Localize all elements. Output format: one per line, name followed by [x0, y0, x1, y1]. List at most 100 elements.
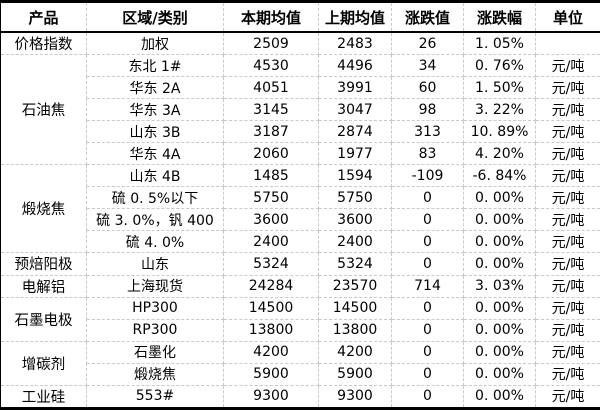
- unit-cell: 元/吨: [535, 252, 600, 276]
- header-region: 区域/类别: [86, 1, 224, 33]
- header-product: 产品: [0, 1, 87, 33]
- current-value-cell: 5900: [223, 362, 319, 386]
- change-value-cell: 60: [391, 76, 464, 100]
- header-change-value: 涨跌值: [391, 1, 464, 33]
- unit-cell: 元/吨: [535, 274, 600, 298]
- current-value-cell: 4530: [223, 54, 319, 78]
- header-current-avg: 本期均值: [223, 1, 319, 33]
- change-pct-cell: 0. 00%: [463, 362, 536, 386]
- change-value-cell: 83: [391, 142, 464, 166]
- unit-cell: 元/吨: [535, 362, 600, 386]
- current-value-cell: 5750: [223, 186, 319, 210]
- unit-cell: 元/吨: [535, 318, 600, 342]
- region-cell: 上海现货: [86, 274, 224, 298]
- region-cell: 石墨化: [86, 340, 224, 364]
- change-value-cell: 0: [391, 230, 464, 254]
- unit-cell: 元/吨: [535, 120, 600, 144]
- region-cell: 山东 3B: [86, 120, 224, 144]
- unit-cell: 元/吨: [535, 208, 600, 232]
- change-value-cell: 26: [391, 31, 464, 56]
- region-cell: 山东 4B: [86, 164, 224, 188]
- product-cell: 价格指数: [0, 31, 87, 56]
- table-row: 增碳剂 石墨化 4200 4200 0 0. 00% 元/吨: [0, 340, 600, 386]
- table-row: 预焙阳极 山东 5324 5324 0 0. 00% 元/吨: [0, 252, 600, 276]
- unit-cell: 元/吨: [535, 164, 600, 188]
- region-cell: 硫 0. 5%以下: [86, 186, 224, 210]
- unit-cell: [535, 31, 600, 56]
- change-pct-cell: 0. 00%: [463, 252, 536, 276]
- previous-value-cell: 3991: [318, 76, 392, 100]
- region-cell: 硫 3. 0%，钒 400: [86, 208, 224, 232]
- change-pct-cell: 4. 20%: [463, 142, 536, 166]
- table-row: 华东 2A 4051 3991 60 1. 50% 元/吨: [1, 76, 600, 100]
- header-change-pct: 涨跌幅: [463, 1, 536, 33]
- previous-value-cell: 1594: [318, 164, 392, 188]
- current-value-cell: 14500: [223, 296, 319, 320]
- current-value-cell: 2400: [223, 230, 319, 254]
- change-value-cell: 0: [391, 318, 464, 342]
- change-value-cell: 313: [391, 120, 464, 144]
- table-row: 石墨电极 HP300 14500 14500 0 0. 00% 元/吨: [0, 296, 600, 342]
- region-cell: 东北 1#: [86, 54, 224, 78]
- unit-cell: 元/吨: [535, 230, 600, 254]
- current-value-cell: 3145: [223, 98, 319, 122]
- previous-value-cell: 1977: [318, 142, 392, 166]
- change-value-cell: 0: [391, 384, 464, 410]
- unit-cell: 元/吨: [535, 54, 600, 78]
- table-row: 石油焦 东北 1# 4530 4496 34 0. 76% 元/吨: [0, 54, 600, 166]
- change-pct-cell: 10. 89%: [463, 120, 536, 144]
- product-cell: 电解铝: [0, 274, 87, 298]
- change-value-cell: 0: [391, 362, 464, 386]
- table-row: 硫 3. 0%，钒 400 3600 3600 0 0. 00% 元/吨: [1, 208, 600, 232]
- product-cell: 工业硅: [0, 384, 87, 410]
- current-value-cell: 4051: [223, 76, 319, 100]
- region-cell: 华东 4A: [86, 142, 224, 166]
- change-pct-cell: -6. 84%: [463, 164, 536, 188]
- region-cell: 华东 3A: [86, 98, 224, 122]
- header-row: 产品 区域/类别 本期均值 上期均值 涨跌值 涨跌幅 单位: [0, 1, 600, 33]
- header-previous-avg: 上期均值: [318, 1, 392, 33]
- table-row: 电解铝 上海现货 24284 23570 714 3. 03% 元/吨: [0, 274, 600, 298]
- current-value-cell: 2509: [223, 31, 319, 56]
- unit-cell: 元/吨: [535, 384, 600, 410]
- product-cell: 石油焦: [0, 54, 87, 166]
- product-cell: 增碳剂: [0, 340, 87, 386]
- change-pct-cell: 0. 00%: [463, 384, 536, 410]
- current-value-cell: 2060: [223, 142, 319, 166]
- unit-cell: 元/吨: [535, 142, 600, 166]
- table-row: 硫 4. 0% 2400 2400 0 0. 00% 元/吨: [1, 230, 600, 254]
- table-row: 硫 0. 5%以下 5750 5750 0 0. 00% 元/吨: [1, 186, 600, 210]
- previous-value-cell: 3600: [318, 208, 392, 232]
- previous-value-cell: 4496: [318, 54, 392, 78]
- table-row: 煅烧焦 山东 4B 1485 1594 -109 -6. 84% 元/吨: [0, 164, 600, 254]
- table-row: 山东 3B 3187 2874 313 10. 89% 元/吨: [1, 120, 600, 144]
- change-value-cell: 0: [391, 186, 464, 210]
- previous-value-cell: 2874: [318, 120, 392, 144]
- change-value-cell: 98: [391, 98, 464, 122]
- table-row: RP300 13800 13800 0 0. 00% 元/吨: [1, 318, 600, 342]
- previous-value-cell: 14500: [318, 296, 392, 320]
- product-cell: 煅烧焦: [0, 164, 87, 254]
- region-cell: 山东: [86, 252, 224, 276]
- unit-cell: 元/吨: [535, 296, 600, 320]
- region-cell: RP300: [86, 318, 224, 342]
- current-value-cell: 3600: [223, 208, 319, 232]
- change-pct-cell: 1. 50%: [463, 76, 536, 100]
- table-row: 工业硅 553# 9300 9300 0 0. 00% 元/吨: [0, 384, 600, 410]
- change-value-cell: -109: [391, 164, 464, 188]
- change-pct-cell: 0. 00%: [463, 208, 536, 232]
- change-value-cell: 0: [391, 252, 464, 276]
- previous-value-cell: 2483: [318, 31, 392, 56]
- change-pct-cell: 0. 00%: [463, 340, 536, 364]
- change-pct-cell: 0. 00%: [463, 230, 536, 254]
- unit-cell: 元/吨: [535, 76, 600, 100]
- table-row: 煅烧焦 5900 5900 0 0. 00% 元/吨: [1, 362, 600, 386]
- change-value-cell: 0: [391, 340, 464, 364]
- previous-value-cell: 5900: [318, 362, 392, 386]
- table-row: 华东 4A 2060 1977 83 4. 20% 元/吨: [1, 142, 600, 166]
- change-value-cell: 0: [391, 296, 464, 320]
- change-pct-cell: 0. 00%: [463, 186, 536, 210]
- previous-value-cell: 13800: [318, 318, 392, 342]
